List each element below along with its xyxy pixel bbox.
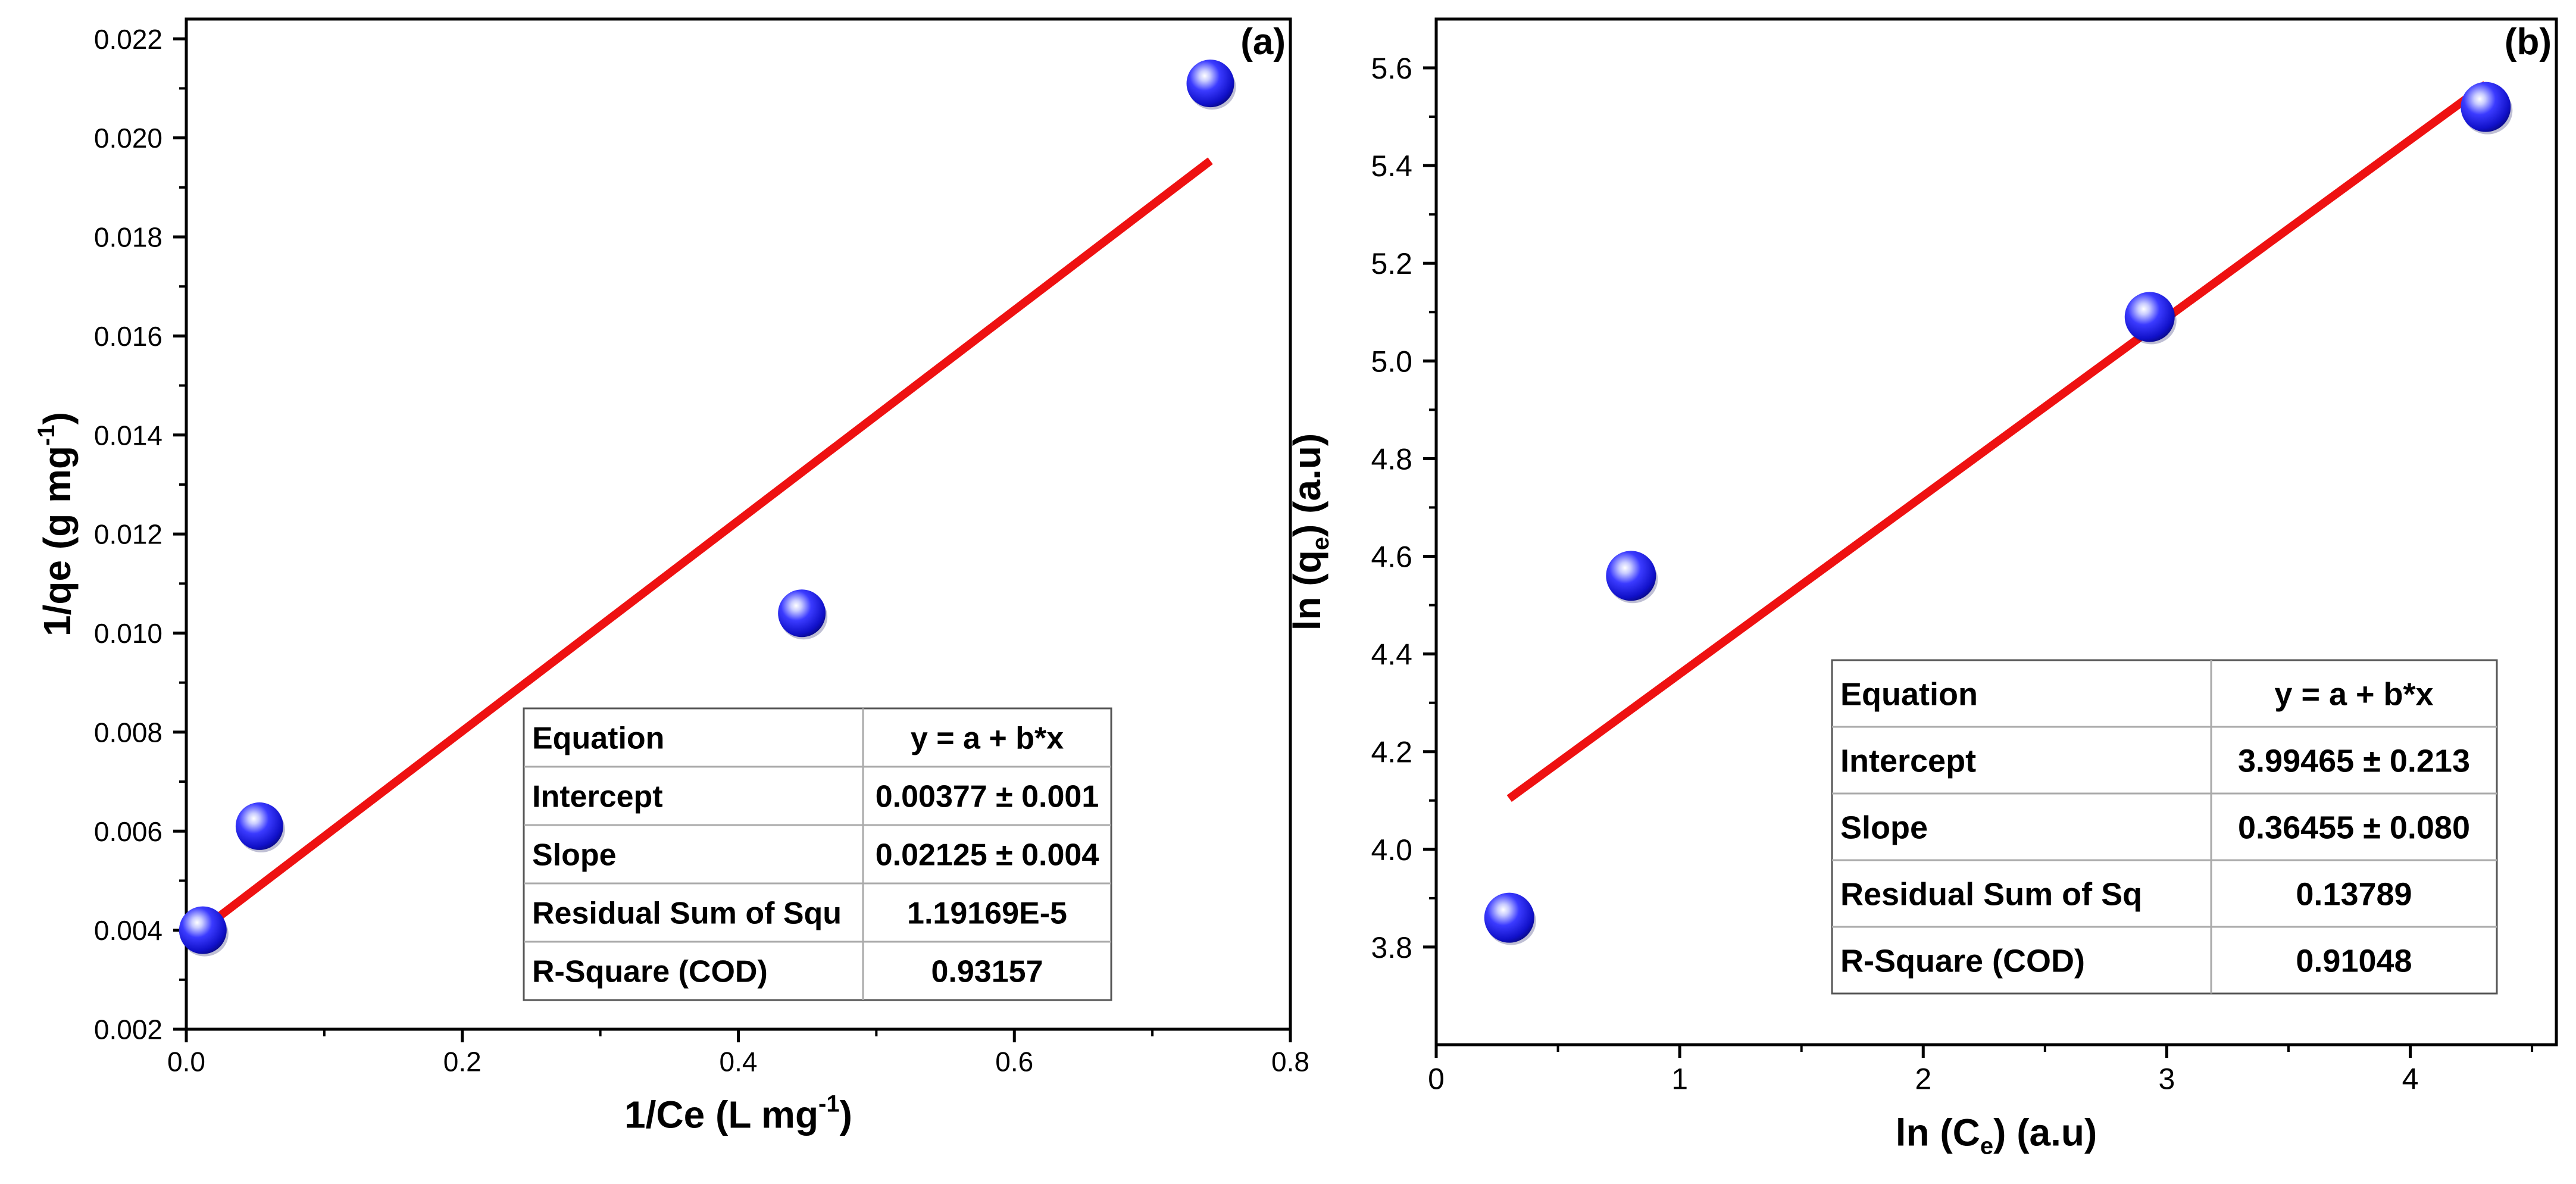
chart-panel-a: 0.002 0.004 0.006 0.008 0.010 0.012 0.014 0.016… — [33, 17, 1309, 1136]
axis-title-superscript: -1 — [818, 1091, 840, 1117]
stats-table-key: Intercept — [1840, 743, 1976, 779]
stats-table-key: Slope — [532, 838, 617, 873]
data-point — [235, 802, 285, 852]
x-axis-title: 1/Ce (L mg-1) — [624, 1091, 852, 1136]
stats-table-value: 0.91048 — [2296, 943, 2412, 979]
data-point-marker — [235, 802, 283, 850]
stats-table-value: 0.00377 ± 0.001 — [876, 780, 1099, 814]
data-point-marker — [778, 589, 826, 638]
axis-title-main: ln (C — [1896, 1111, 1980, 1154]
y-tick-label: 0.020 — [94, 123, 162, 154]
axis-title-main: 1/qe (g mg — [36, 446, 79, 636]
data-point-marker — [1484, 892, 1534, 943]
chart-panel-b: 3.8 4.0 4.2 4.4 4.6 4.8 5.0 5.2 5.4 5.6 0 1 2 3 4 ln (C… — [1286, 17, 2558, 1160]
panel-label: (a) — [1240, 21, 1286, 63]
stats-table-key: Residual Sum of Squ — [532, 896, 842, 931]
y-tick-label: 4.2 — [1371, 736, 1412, 769]
x-tick-label: 3 — [2158, 1063, 2175, 1096]
y-tick-label: 0.016 — [94, 321, 162, 352]
plot-frame — [1434, 17, 2558, 1046]
x-tick-label: 4 — [2402, 1063, 2419, 1096]
y-tick-label: 4.4 — [1371, 638, 1412, 671]
stats-table: Equation y = a + b*x Intercept 3.99465 ± 0.… — [1831, 659, 2498, 995]
stats-table-key: Residual Sum of Sq — [1840, 876, 2142, 912]
x-tick-label: 0.4 — [720, 1046, 758, 1077]
stats-table-value: y = a + b*x — [2274, 676, 2433, 712]
stats-table-value: 1.19169E-5 — [907, 896, 1067, 931]
y-tick-label: 4.8 — [1371, 442, 1412, 476]
stats-table-key: R-Square (COD) — [532, 955, 768, 989]
axis-title-subscript: e — [1980, 1133, 1993, 1160]
stats-table-value: y = a + b*x — [911, 721, 1064, 756]
x-tick-label: 0 — [1428, 1063, 1445, 1096]
axis-title-main: ln (q — [1286, 550, 1328, 630]
data-point — [179, 906, 229, 957]
x-tick-label: 0.6 — [995, 1046, 1033, 1077]
stats-table: Equation y = a + b*x Intercept 0.00377 ± 0.… — [523, 707, 1112, 1001]
stats-table-value: 0.93157 — [931, 955, 1043, 989]
y-tick-label: 4.0 — [1371, 833, 1412, 867]
data-point — [1186, 60, 1236, 110]
axis-title-tail: ) — [36, 412, 79, 424]
y-tick-label: 0.022 — [94, 24, 162, 55]
y-tick-label: 5.2 — [1371, 247, 1412, 280]
fit-line — [200, 157, 1213, 933]
axis-title-main: 1/Ce (L mg — [624, 1093, 818, 1136]
y-axis-title: 1/qe (g mg-1) — [33, 412, 79, 636]
stats-table-value: 0.02125 ± 0.004 — [876, 838, 1099, 873]
x-tick-label: 0.2 — [443, 1046, 482, 1077]
x-tick-label: 2 — [1915, 1063, 1931, 1096]
stats-table-value: 0.13789 — [2296, 876, 2412, 912]
data-point — [1606, 551, 1658, 604]
panel-label: (b) — [2505, 21, 2552, 63]
stats-table-value: 3.99465 ± 0.213 — [2238, 743, 2470, 779]
stats-table-key: Intercept — [532, 780, 663, 814]
y-tick-label: 0.004 — [94, 915, 162, 946]
y-tick-label: 0.012 — [94, 519, 162, 550]
y-tick-label: 5.0 — [1371, 345, 1412, 378]
data-point — [2461, 82, 2513, 135]
stats-table-key: R-Square (COD) — [1840, 943, 2085, 979]
axis-title-tail: ) — [840, 1093, 852, 1136]
stats-table-key: Slope — [1840, 810, 1928, 845]
data-point-marker — [2124, 292, 2175, 342]
data-point-marker — [179, 906, 227, 954]
x-tick-label: 1 — [1671, 1063, 1688, 1096]
data-point — [2124, 292, 2177, 345]
data-point — [778, 589, 828, 640]
fit-line — [1506, 81, 2489, 802]
axis-title-subscript: e — [1308, 537, 1334, 550]
axis-title-superscript: -1 — [33, 424, 60, 446]
x-tick-label: 0.8 — [1271, 1046, 1309, 1077]
y-tick-label: 0.018 — [94, 222, 162, 253]
y-tick-label: 4.6 — [1371, 541, 1412, 574]
data-point-marker — [1186, 60, 1234, 108]
stats-table-border — [1831, 659, 2498, 995]
y-tick-label: 0.010 — [94, 618, 162, 649]
data-point-marker — [1606, 551, 1656, 601]
data-point-marker — [2461, 82, 2511, 132]
x-axis-title: ln (Ce) (a.u) — [1896, 1111, 2097, 1160]
stats-table-key: Equation — [532, 721, 664, 756]
x-tick-label: 0.0 — [167, 1046, 205, 1077]
stats-table-value: 0.36455 ± 0.080 — [2238, 810, 2470, 845]
axis-title-tail: ) (a.u) — [1993, 1111, 2097, 1154]
y-tick-label: 0.014 — [94, 420, 162, 451]
data-point — [1484, 892, 1536, 945]
axis-title-tail: ) (a.u) — [1286, 433, 1328, 537]
y-tick-label: 3.8 — [1371, 931, 1412, 964]
y-axis-title: ln (qe) (a.u) — [1286, 433, 1334, 631]
y-tick-label: 5.6 — [1371, 52, 1412, 85]
y-tick-label: 0.006 — [94, 816, 162, 847]
stats-table-key: Equation — [1840, 676, 1978, 712]
y-tick-label: 5.4 — [1371, 149, 1412, 183]
stats-table-border — [523, 707, 1112, 1001]
y-tick-label: 0.002 — [94, 1014, 162, 1045]
y-tick-label: 0.008 — [94, 717, 162, 748]
